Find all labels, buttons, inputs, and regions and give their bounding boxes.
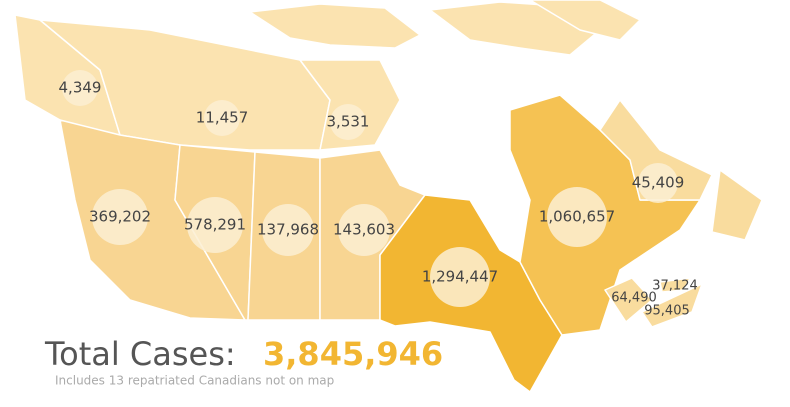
region-label: 45,409 [632, 174, 685, 192]
label-bubble [204, 100, 240, 136]
region-label: 3,531 [327, 113, 370, 131]
newfoundland [711, 169, 763, 241]
region-label: 4,349 [59, 79, 102, 97]
labrador [599, 99, 713, 201]
label-bubble [262, 204, 314, 256]
arctic-islands [529, 0, 641, 41]
note: Includes 13 repatriated Canadians not on… [55, 374, 334, 388]
label-bubble [547, 187, 607, 247]
northwest-territories [39, 19, 331, 151]
region-label: 37,124 [652, 279, 698, 294]
region-label: 95,405 [644, 304, 690, 319]
label-bubble [330, 104, 366, 140]
new-brunswick [604, 277, 653, 323]
label-bubble [187, 197, 243, 253]
region-label: 369,202 [89, 208, 151, 226]
region-label: 143,603 [333, 221, 395, 239]
total-value: 3,845,946 [263, 335, 443, 373]
label-bubble [92, 189, 148, 245]
british-columbia [59, 119, 246, 321]
region-labels: 4,349 11,457 3,531 369,202 578,291 137,968 143… [59, 70, 698, 319]
region-label: 1,294,447 [422, 268, 498, 286]
pei [659, 277, 691, 293]
arctic-islands [249, 3, 421, 49]
label-bubble [638, 163, 678, 203]
region-label: 578,291 [184, 216, 246, 234]
region-label: 1,060,657 [539, 208, 615, 226]
region-label: 11,457 [196, 109, 249, 127]
region-label: 64,490 [611, 291, 657, 306]
label-bubble [430, 247, 490, 307]
label-bubble [62, 70, 98, 106]
label-bubble [338, 204, 390, 256]
nova-scotia [641, 283, 703, 328]
total-label: Total Cases: [44, 335, 236, 373]
region-label: 137,968 [257, 221, 319, 239]
